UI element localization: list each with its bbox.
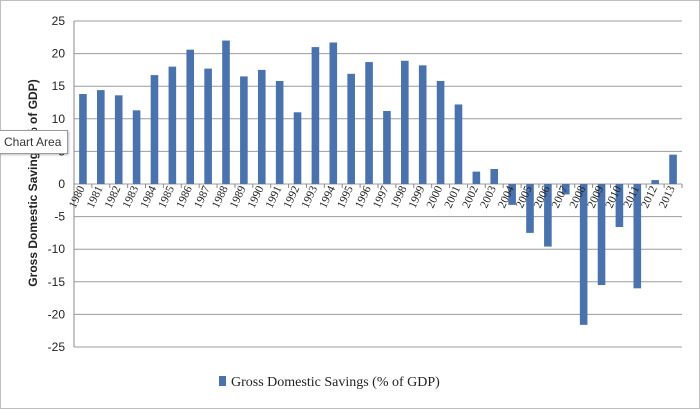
x-tick-label: 1997 [371,184,392,210]
bar-1980[interactable] [79,94,87,184]
bar-2010[interactable] [615,184,624,228]
bar-2009[interactable] [597,184,606,286]
x-tick-label: 1982 [103,184,124,210]
y-tick-label: 10 [52,112,66,126]
x-tick-label: 1988 [210,184,231,210]
x-tick-label: 1999 [407,184,428,210]
bar-1986[interactable] [186,49,195,184]
y-tick-label: 20 [52,47,66,61]
x-tick-label: 1996 [353,184,374,210]
legend[interactable]: Gross Domestic Savings (% of GDP) [219,375,440,390]
legend-label: Gross Domestic Savings (% of GDP) [231,375,440,390]
bar-1990[interactable] [257,69,266,184]
bar-1989[interactable] [240,76,248,184]
y-tick-label: -25 [48,340,66,354]
bar-2013[interactable] [669,154,677,184]
bar-2004[interactable] [508,184,516,205]
bar-1985[interactable] [168,66,177,184]
bar-2011[interactable] [633,184,642,289]
x-tick-label: 2002 [460,184,481,210]
x-tick-label: 1981 [85,184,106,210]
x-tick-label: 1992 [282,184,303,210]
legend-swatch [219,376,226,386]
x-tick-label: 1998 [389,184,410,210]
bar-1993[interactable] [311,47,320,184]
y-tick-label: -5 [54,210,65,224]
bar-1992[interactable] [293,112,302,184]
bar-1997[interactable] [383,110,391,184]
y-tick-label: -20 [48,307,66,321]
x-tick-label: 1985 [156,184,177,210]
bar-1998[interactable] [401,60,409,184]
bar-1981[interactable] [97,90,105,184]
x-tick-label: 1994 [317,184,338,210]
y-tick-label: -10 [48,242,66,256]
bar-1984[interactable] [150,75,159,184]
bar-1988[interactable] [222,40,230,185]
x-tick-label: 1993 [300,184,321,210]
bar-2000[interactable] [436,80,445,184]
bar-1982[interactable] [114,95,123,184]
y-tick-label: 25 [52,14,66,28]
bar-1994[interactable] [329,42,338,185]
bar-2007[interactable] [561,184,570,195]
bar-2005[interactable] [526,184,534,233]
x-tick-label: 1983 [121,184,142,210]
bar-1991[interactable] [275,80,284,184]
bar-2006[interactable] [544,184,552,247]
x-tick-label: 1995 [335,184,356,210]
x-tick-label: 1987 [192,184,213,210]
y-tick-label: -15 [48,275,66,289]
x-tick-label: 2012 [639,184,660,210]
x-tick-label: 1989 [228,184,249,210]
x-tick-label: 2007 [550,184,571,210]
bar-2003[interactable] [490,169,499,184]
bar-1996[interactable] [365,62,373,184]
bar-1987[interactable] [204,68,212,184]
chart-area-tooltip: Chart Area [0,130,69,154]
bar-2008[interactable] [579,184,588,325]
bar-1983[interactable] [132,110,141,184]
x-tick-label: 2013 [657,184,678,210]
y-tick-label: 15 [52,79,66,93]
x-axis-tick-marks [91,184,683,188]
bars [79,40,677,325]
y-axis-ticks: -25-20-15-10-50510152025 [48,14,66,354]
x-tick-label: 2001 [443,184,464,210]
bar-2001[interactable] [454,104,463,184]
bar-2012[interactable] [651,180,659,184]
x-tick-label: 1980 [67,184,88,210]
x-tick-label: 1984 [139,184,160,210]
x-tick-label: 2003 [478,184,499,210]
x-tick-label: 1990 [246,184,267,210]
x-tick-label: 1991 [264,184,285,210]
bar-1999[interactable] [418,65,427,184]
x-tick-label: 2000 [425,184,446,210]
bar-2002[interactable] [472,171,481,184]
bar-1995[interactable] [347,73,355,184]
y-axis-label: Gross Domestic Savings (% of GDP) [26,79,40,286]
y-tick-label: 0 [58,177,65,191]
x-tick-label: 1986 [174,184,195,210]
